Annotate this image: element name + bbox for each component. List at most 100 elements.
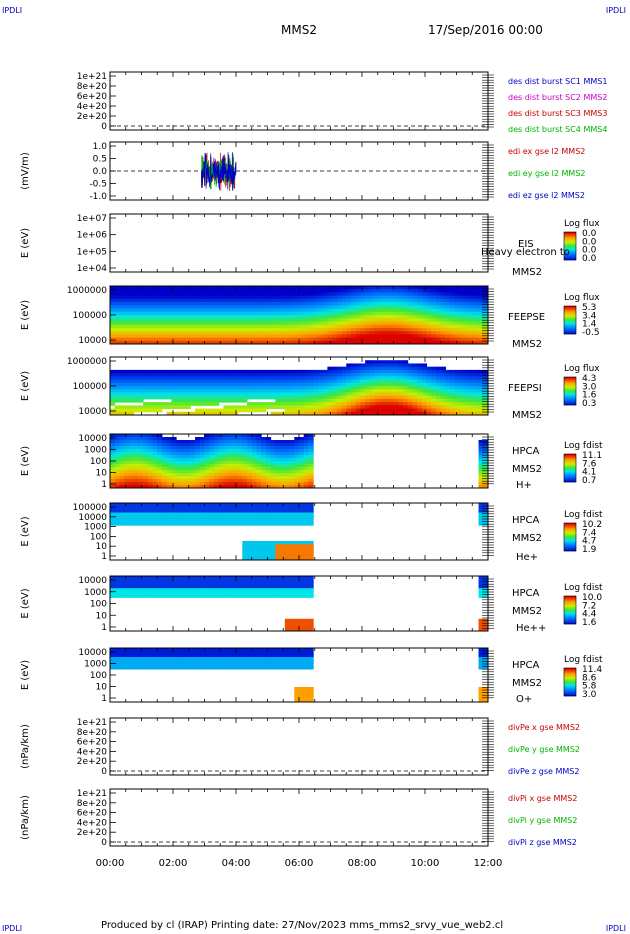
heatmap-cell [393,376,399,381]
heatmap-cell [128,405,135,410]
heatmap-cell [289,470,295,474]
y-tick-label: 10000 [78,336,107,346]
heatmap-cell [114,379,120,384]
heatmap-cell [138,286,144,290]
heatmap-cell [407,324,413,329]
heatmap-cell [407,369,413,374]
heatmap-cell [299,308,305,313]
heatmap-cell [332,315,338,319]
heatmap-cell [143,327,149,332]
colorbar-cell [564,464,576,466]
heatmap-cell [303,373,309,377]
heatmap-cell [218,509,224,513]
heatmap-cell [143,340,149,345]
heatmap-cell [384,408,390,413]
heatmap-cell [346,373,352,377]
heatmap-cell [379,286,385,290]
heatmap-cell [133,470,139,474]
heatmap-cell [407,337,413,342]
heatmap-cell [421,392,428,397]
heatmap-cell [143,386,149,390]
colorbar-cell [564,329,576,331]
heatmap-cell [284,449,291,453]
heatmap-cell [138,389,144,393]
heatmap-cell [166,470,172,474]
colorbar-cell [564,315,576,317]
heatmap-cell [152,479,158,483]
heatmap-cell [251,476,257,480]
heatmap-cell [147,434,154,438]
heatmap-cell [332,311,338,316]
heatmap-cell [261,295,267,300]
heatmap-cell [445,289,451,293]
heatmap-cell [308,522,314,526]
heatmap-cell [478,398,484,403]
heatmap-cell [218,386,224,390]
heatmap-cell [469,311,475,316]
heatmap-cell [166,305,172,310]
heatmap-cell [289,376,295,381]
heatmap-cell [133,382,139,387]
heatmap-cell [185,318,191,322]
heatmap-cell [384,298,390,303]
heatmap-cell [176,395,182,400]
heatmap-cell [294,337,300,342]
heatmap-cell [190,379,196,384]
heatmap-cell [473,386,480,390]
heatmap-cell [450,289,456,293]
heatmap-cell [204,340,210,345]
heatmap-cell [294,455,300,459]
heatmap-cell [171,449,177,453]
heatmap-cell [473,295,480,300]
heatmap-cell [114,594,120,598]
heatmap-cell [308,452,314,456]
heatmap-cell [421,302,428,306]
heatmap-cell [393,298,399,303]
heatmap-cell [209,461,215,465]
colorbar-tick-label: 10.2 [582,520,602,530]
heatmap-cell [265,386,272,390]
heatmap-cell [308,437,314,441]
heatmap-cell [417,334,423,339]
heatmap-cell [284,292,291,297]
heatmap-cell [209,308,215,313]
heatmap-cell [284,318,291,322]
heatmap-cell [209,473,215,477]
heatmap-cell [128,289,135,293]
heatmap-cell [190,311,196,316]
heatmap-cell [147,509,154,513]
heatmap-cell [261,503,267,507]
heatmap-cell [223,292,229,297]
heatmap-cell [124,382,130,387]
heatmap-cell [133,591,139,595]
heatmap-cell [143,576,149,580]
heatmap-cell [157,379,163,384]
heatmap-cell [473,302,480,306]
heatmap-cell [440,392,446,397]
heatmap-cell [152,461,158,465]
heatmap-cell [355,376,361,381]
heatmap-cell [407,292,413,297]
heatmap-cell [450,411,456,416]
heatmap-cell [124,434,130,438]
heatmap-cell [327,315,333,319]
colorbar-cell [564,527,576,529]
heatmap-cell [284,398,291,403]
heatmap-cell [195,340,201,345]
heatmap-cell [152,334,158,339]
heatmap-cell [180,411,187,416]
heatmap-cell [247,482,253,486]
heatmap-cell [355,331,361,335]
heatmap-cell [459,334,465,339]
heatmap-cell [124,305,130,310]
heatmap-cell [332,389,338,393]
heatmap-cell [232,305,239,310]
heatmap-cell [171,392,177,397]
heatmap-cell [379,402,385,406]
heatmap-cell [110,408,116,413]
heatmap-cell [440,379,446,384]
heatmap-cell [209,464,215,468]
heatmap-cell [322,318,328,322]
heatmap-cell [261,541,267,545]
heatmap-cell [119,369,125,374]
